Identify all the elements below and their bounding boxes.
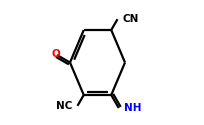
Text: NH: NH [123, 103, 140, 113]
Text: NC: NC [56, 101, 72, 111]
Text: O: O [51, 49, 60, 59]
Text: CN: CN [122, 14, 138, 24]
